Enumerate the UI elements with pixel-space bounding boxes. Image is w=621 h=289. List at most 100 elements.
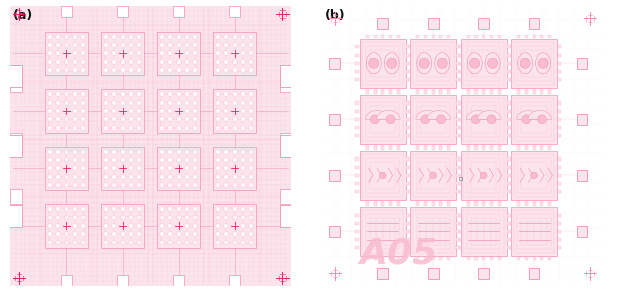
Bar xyxy=(548,203,551,206)
Bar xyxy=(160,158,164,162)
Bar xyxy=(73,158,77,162)
Bar xyxy=(73,68,77,72)
Bar xyxy=(490,147,493,150)
Bar xyxy=(112,101,116,105)
Bar xyxy=(459,177,463,180)
Bar xyxy=(250,166,253,170)
Bar xyxy=(176,101,181,105)
Bar xyxy=(458,62,461,65)
Bar xyxy=(490,145,493,148)
Bar xyxy=(432,90,435,94)
Bar xyxy=(525,145,528,148)
Bar xyxy=(65,158,68,162)
Bar xyxy=(407,166,410,169)
Bar xyxy=(517,89,520,92)
Bar xyxy=(407,182,410,185)
Bar xyxy=(577,226,587,237)
Bar xyxy=(558,53,561,57)
Bar xyxy=(363,98,403,141)
Bar xyxy=(366,203,369,206)
Bar xyxy=(112,43,116,47)
Bar xyxy=(73,60,77,64)
Bar xyxy=(137,232,141,236)
Bar xyxy=(224,126,229,129)
Bar xyxy=(420,218,446,245)
Bar xyxy=(157,32,201,75)
Bar xyxy=(137,224,141,228)
Bar xyxy=(458,45,461,49)
Bar xyxy=(176,224,181,228)
Bar xyxy=(73,207,77,211)
Bar xyxy=(490,201,493,204)
Bar xyxy=(428,268,438,279)
Bar xyxy=(65,92,68,96)
Bar xyxy=(381,89,384,92)
Bar xyxy=(363,42,403,85)
Polygon shape xyxy=(466,110,490,119)
Bar xyxy=(224,68,229,72)
Bar xyxy=(407,134,410,137)
Bar xyxy=(474,201,478,204)
Bar xyxy=(507,53,510,57)
Bar xyxy=(224,109,229,113)
Bar xyxy=(406,238,409,241)
Bar xyxy=(355,118,358,121)
Bar xyxy=(193,232,197,236)
Bar xyxy=(508,230,511,233)
Bar xyxy=(48,60,52,64)
Bar xyxy=(11,189,22,204)
Bar xyxy=(233,51,237,55)
Bar xyxy=(216,175,220,179)
Bar xyxy=(406,230,409,233)
Bar xyxy=(522,106,547,133)
Bar xyxy=(417,102,450,137)
Bar xyxy=(406,110,409,113)
Bar xyxy=(458,110,461,113)
Bar xyxy=(406,246,409,249)
Bar xyxy=(101,204,144,248)
Bar xyxy=(224,175,229,179)
Bar xyxy=(224,92,229,96)
Bar xyxy=(370,218,396,245)
Bar xyxy=(440,34,442,38)
Bar xyxy=(168,232,172,236)
Bar xyxy=(129,43,133,47)
Bar xyxy=(508,238,511,241)
Bar xyxy=(467,89,470,92)
Bar xyxy=(161,208,196,243)
Bar xyxy=(157,204,201,248)
Bar xyxy=(416,145,419,148)
Bar xyxy=(137,92,141,96)
Circle shape xyxy=(522,115,531,124)
Bar xyxy=(440,203,442,206)
Bar xyxy=(65,224,68,228)
Bar xyxy=(456,78,460,81)
Bar xyxy=(48,216,52,219)
Bar xyxy=(507,182,510,185)
Bar xyxy=(112,232,116,236)
Bar xyxy=(104,232,108,236)
Bar xyxy=(511,151,557,200)
Bar xyxy=(185,68,189,72)
Bar xyxy=(168,126,172,129)
Bar xyxy=(250,51,253,55)
Bar xyxy=(517,201,520,204)
Bar xyxy=(507,110,510,113)
Bar xyxy=(482,257,485,260)
Bar xyxy=(137,109,141,113)
Bar xyxy=(176,240,181,244)
Bar xyxy=(120,216,125,219)
Bar xyxy=(48,43,52,47)
Bar xyxy=(233,92,237,96)
Bar xyxy=(48,183,52,187)
Bar xyxy=(160,175,164,179)
Bar xyxy=(137,166,141,170)
Bar xyxy=(456,158,460,161)
Bar xyxy=(160,51,164,55)
Bar xyxy=(112,92,116,96)
Bar xyxy=(120,92,125,96)
Bar xyxy=(413,98,453,141)
Bar xyxy=(224,43,229,47)
Bar xyxy=(471,218,496,245)
Bar xyxy=(406,134,409,137)
